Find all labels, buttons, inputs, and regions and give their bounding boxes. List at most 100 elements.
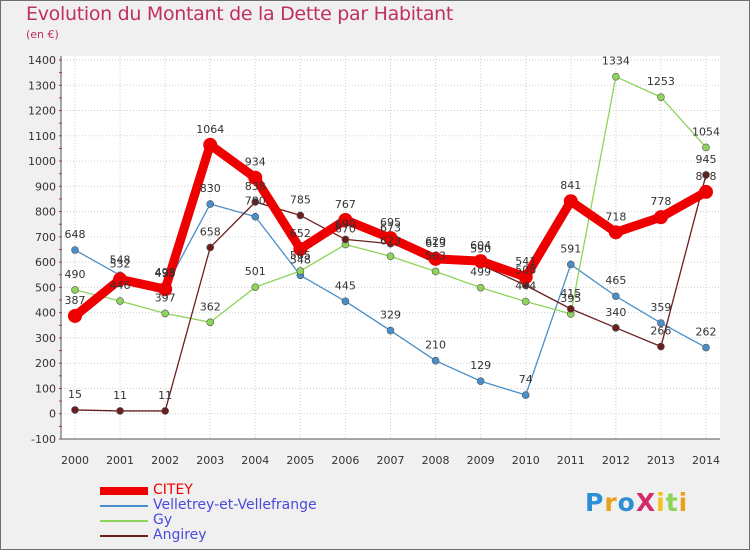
series-lines xyxy=(68,72,713,415)
data-point xyxy=(383,231,398,246)
data-label: 445 xyxy=(335,279,356,292)
legend-label-angirey: Angirey xyxy=(153,527,207,543)
data-point xyxy=(612,324,620,332)
data-label: 359 xyxy=(650,301,671,314)
data-point xyxy=(521,297,530,306)
data-point xyxy=(431,267,440,276)
data-point xyxy=(251,283,260,291)
x-tick-label: 2009 xyxy=(467,454,495,467)
data-label: 329 xyxy=(380,309,401,322)
data-label: 210 xyxy=(425,339,446,352)
y-tick-label: 100 xyxy=(35,382,56,395)
data-point xyxy=(608,225,623,240)
data-label: 508 xyxy=(515,263,536,276)
data-label: 493 xyxy=(155,267,176,280)
y-tick-label: 1100 xyxy=(28,130,56,143)
data-point xyxy=(386,252,395,261)
data-point xyxy=(71,246,79,254)
proxiti-logo: ProXiti xyxy=(585,488,689,517)
y-tick-label: 500 xyxy=(35,281,56,294)
x-tick-label: 2001 xyxy=(106,454,134,467)
data-label: 673 xyxy=(380,222,401,235)
x-tick-label: 2005 xyxy=(286,454,314,467)
y-tick-label: 1200 xyxy=(28,105,56,118)
data-point xyxy=(158,282,173,297)
x-tick-label: 2006 xyxy=(331,454,359,467)
data-label: 785 xyxy=(290,193,311,206)
data-label: 395 xyxy=(560,292,581,305)
data-point xyxy=(476,283,485,292)
data-point xyxy=(116,297,124,305)
data-label: 499 xyxy=(470,266,491,279)
data-point xyxy=(113,272,128,287)
data-label: 767 xyxy=(335,198,356,211)
y-tick-label: 300 xyxy=(35,332,56,345)
data-label: 690 xyxy=(335,217,356,230)
data-point xyxy=(699,184,713,199)
data-label: 387 xyxy=(65,294,86,307)
data-point xyxy=(657,93,665,101)
x-tick-label: 2003 xyxy=(196,454,224,467)
x-tick-label: 2007 xyxy=(377,454,405,467)
data-label: 1334 xyxy=(602,55,630,68)
data-label: 397 xyxy=(155,291,176,304)
data-point xyxy=(566,305,575,313)
data-point xyxy=(338,212,353,227)
data-point xyxy=(341,235,350,244)
data-point xyxy=(341,297,350,306)
data-label: 541 xyxy=(515,255,536,268)
x-tick-label: 2010 xyxy=(512,454,540,467)
y-tick-label: -100 xyxy=(31,433,56,446)
data-label: 613 xyxy=(425,237,446,250)
data-label: 778 xyxy=(650,195,671,208)
data-point xyxy=(473,254,488,269)
data-label: 718 xyxy=(605,210,626,223)
data-label: 548 xyxy=(110,253,131,266)
data-point xyxy=(476,377,485,385)
data-label: 670 xyxy=(335,222,356,235)
data-label: 648 xyxy=(65,228,86,241)
data-label: 841 xyxy=(560,179,581,192)
data-label: 340 xyxy=(605,306,626,319)
data-label: 465 xyxy=(605,274,626,287)
data-point xyxy=(206,243,215,252)
data-label: 74 xyxy=(519,373,533,386)
data-point xyxy=(386,326,395,335)
data-point xyxy=(518,270,533,285)
data-label: 15 xyxy=(68,388,82,401)
x-tick-label: 2000 xyxy=(61,454,89,467)
data-point xyxy=(521,391,530,399)
data-point xyxy=(71,406,79,414)
data-point xyxy=(428,251,443,266)
y-tick-label: 200 xyxy=(35,357,56,370)
data-label: 490 xyxy=(65,268,86,281)
data-point xyxy=(296,267,305,275)
y-tick-label: 800 xyxy=(35,206,56,219)
data-point xyxy=(68,308,82,323)
data-point xyxy=(71,286,79,294)
data-label: 565 xyxy=(290,249,311,262)
data-point xyxy=(657,319,665,327)
data-label: 1253 xyxy=(647,75,675,88)
data-point xyxy=(563,194,578,209)
data-point xyxy=(702,143,710,152)
data-label: 548 xyxy=(290,253,311,266)
data-label: 1054 xyxy=(692,125,720,138)
data-label: 945 xyxy=(696,153,717,166)
data-label: 532 xyxy=(110,257,131,270)
data-point xyxy=(161,309,169,318)
x-tick-label: 2002 xyxy=(151,454,179,467)
legend-label-velletrey: Velletrey-et-Vellefrange xyxy=(153,497,317,513)
y-tick-label: 1400 xyxy=(28,54,56,67)
data-label: 11 xyxy=(158,389,172,402)
axes: -100 0 100 200 300 400 500 600 700 800 900 1000 1100… xyxy=(28,54,720,467)
chart-unit-label: (en €) xyxy=(26,28,59,41)
y-tick-label: 700 xyxy=(35,231,56,244)
y-tick-label: 400 xyxy=(35,307,56,320)
x-tick-label: 2004 xyxy=(241,454,269,467)
chart-title: Evolution du Montant de la Dette par Hab… xyxy=(26,3,454,25)
data-label: 695 xyxy=(380,216,401,229)
data-point xyxy=(203,137,218,152)
x-tick-label: 2011 xyxy=(557,454,585,467)
